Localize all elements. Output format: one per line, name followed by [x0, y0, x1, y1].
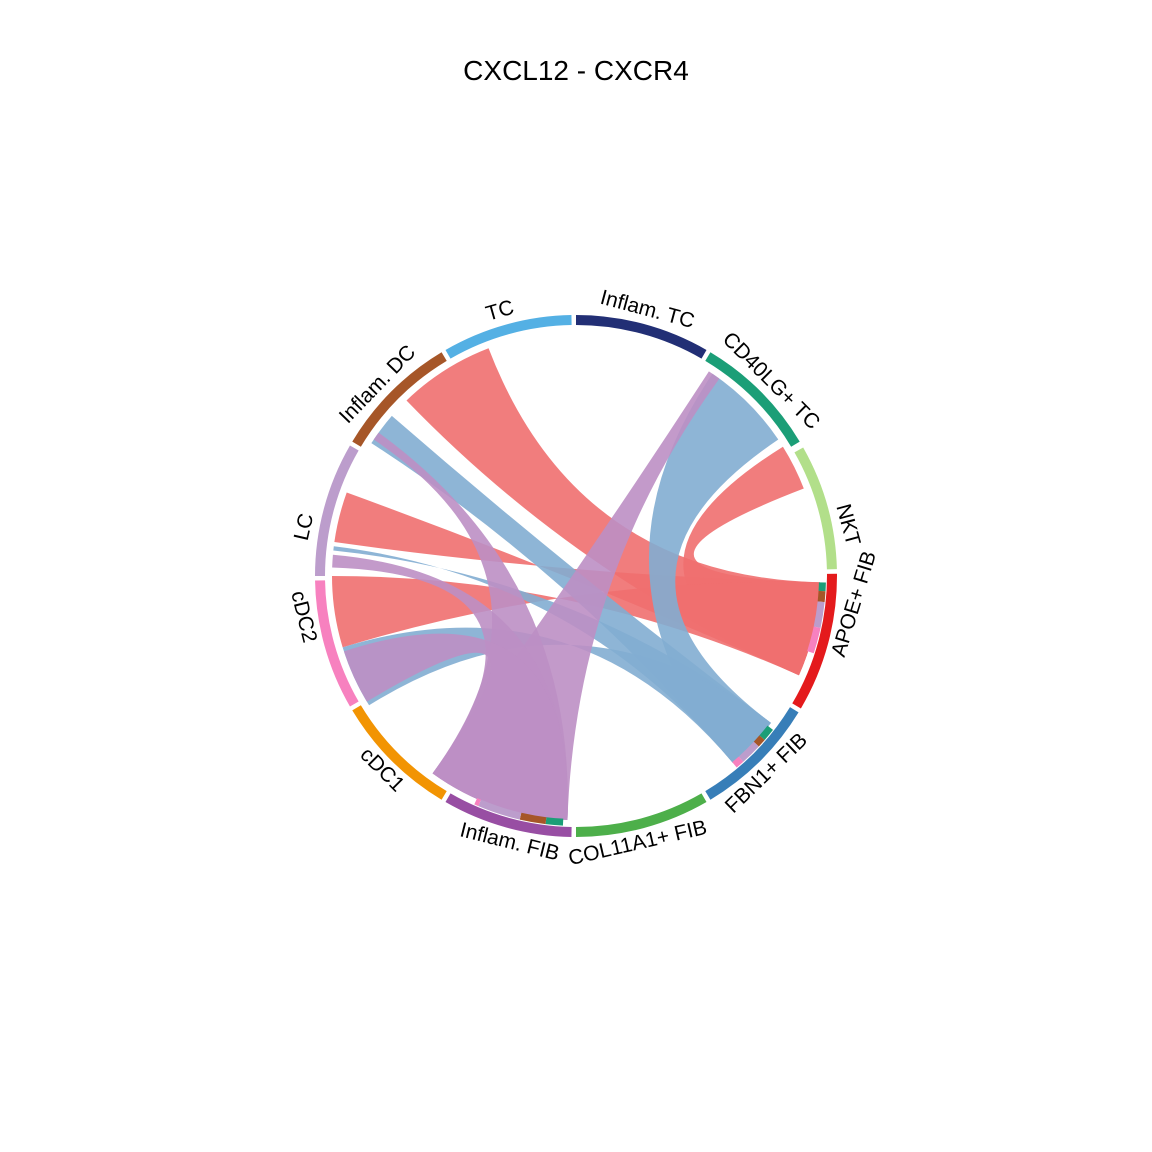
sector-track-lc: [315, 445, 359, 577]
stub-bands-group: [474, 582, 826, 826]
stub-band-apoe-fib-3: [807, 626, 821, 654]
sector-track-inflam-fib: [445, 793, 572, 837]
chart-title: CXCL12 - CXCR4: [463, 55, 689, 86]
sector-tracks-group: [315, 315, 837, 837]
sector-label-nkt: NKT: [831, 502, 864, 549]
sector-track-tc: [445, 315, 572, 359]
sector-track-cdc1: [352, 705, 447, 800]
stub-band-apoe-fib-1: [817, 590, 826, 603]
sector-label-tc: TC: [483, 296, 516, 326]
stub-band-apoe-fib-2: [813, 601, 825, 628]
sector-track-inflam-tc: [575, 315, 707, 359]
sector-track-fbn1-fib: [705, 707, 799, 800]
link-inflam-fib-to-cdc2: [343, 633, 568, 820]
sector-label-cdc1: cDC1: [356, 743, 409, 796]
stub-band-fbn1-fib-5: [753, 735, 765, 747]
stub-band-inflam-fib-11: [474, 797, 482, 807]
sector-track-inflam-dc: [352, 352, 447, 447]
link-apoe-fib-to-cdc2: [332, 576, 820, 676]
sector-label-lc: LC: [290, 511, 318, 542]
stub-band-fbn1-fib-6: [738, 741, 759, 762]
stub-band-inflam-fib-9: [519, 812, 547, 825]
links-group: [332, 348, 820, 820]
stub-band-inflam-fib-8: [545, 817, 564, 826]
stub-band-apoe-fib-0: [818, 582, 826, 592]
sector-track-apoe-fib: [792, 573, 837, 709]
sector-track-nkt: [794, 447, 837, 570]
stub-band-fbn1-fib-4: [759, 725, 773, 741]
sector-track-col11a1-fib: [575, 793, 707, 837]
link-fbn1-fib-to-cdc2: [342, 627, 771, 763]
sector-track-cd40lg-tc: [705, 352, 800, 447]
stub-band-fbn1-fib-7: [732, 756, 744, 768]
sector-track-cdc2: [315, 580, 359, 707]
stub-band-inflam-fib-10: [478, 799, 522, 820]
